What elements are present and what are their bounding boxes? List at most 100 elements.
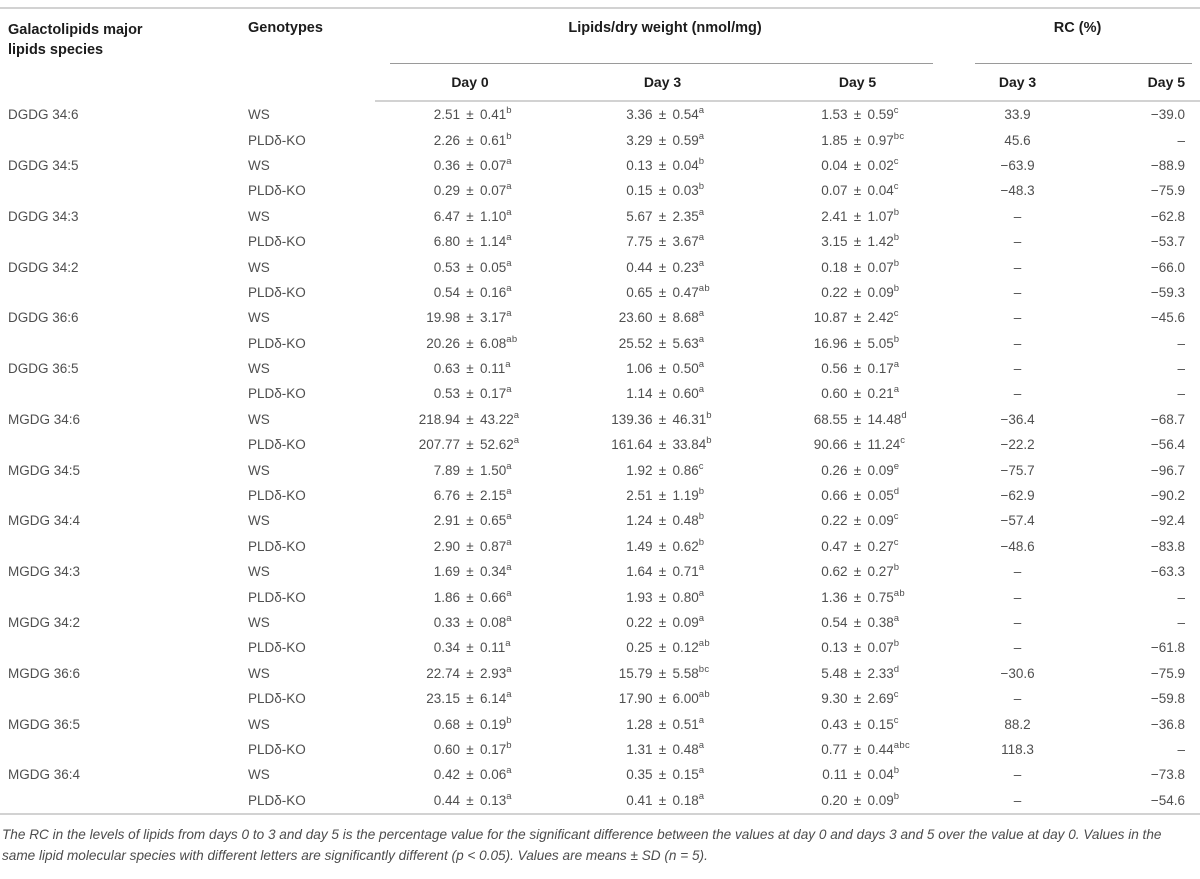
table-row: PLDδ-KO 0.60 ±0.17b 1.31 ±0.48a 0.77 ±0.44a… (0, 737, 1200, 762)
species-cell (0, 483, 240, 508)
genotype-cell: PLDδ-KO (248, 183, 306, 199)
significance-letter: a (505, 359, 511, 371)
sd-value: 0.80a (672, 587, 705, 605)
measurement: 0.65 ±0.47ab (597, 284, 729, 300)
day-header-row: Day 0 Day 3 Day 5 Day 3 Day 5 (0, 64, 1200, 102)
rc-day5-cell: −59.8 (1150, 691, 1186, 707)
mean-value: 0.25 (626, 640, 653, 656)
lipid-day5-cell: 0.47 ±0.27c (760, 534, 955, 559)
significance-letter: a (506, 587, 512, 599)
genotype-cell: WS (248, 411, 270, 427)
measurement: 5.67 ±2.35a (597, 206, 729, 224)
significance-letter: a (506, 689, 512, 701)
genotype-cell: PLDδ-KO (248, 234, 306, 250)
measurement: 1.36 ±0.75ab (792, 588, 924, 605)
rc-day3-cell: −48.3 (1000, 183, 1035, 199)
plus-minus-sign: ± (466, 259, 474, 275)
significance-letter: c (893, 308, 899, 320)
sd-value: 0.15a (672, 765, 705, 783)
mean-value: 3.15 (821, 234, 848, 250)
plus-minus-sign: ± (658, 335, 667, 351)
plus-minus-sign: ± (658, 488, 667, 504)
significance-letter: b (893, 257, 900, 269)
table-row: PLDδ-KO 207.77 ±52.62a 161.64 ±33.84b 90.6… (0, 432, 1200, 457)
measurement: 0.44 ±0.13a (404, 790, 536, 808)
mean-value: 0.22 (821, 513, 848, 529)
significance-letter: a (506, 663, 512, 675)
sd-value: 0.17a (480, 384, 512, 402)
plus-minus-sign: ± (466, 157, 474, 173)
sd-value: 0.27b (867, 562, 900, 580)
table-row: MGDG 36:6 WS 22.74 ±2.93a 15.79 ±5.58bc 5.… (0, 661, 1200, 686)
sd-value: 0.02c (867, 155, 899, 173)
sd-value: 0.09e (867, 460, 900, 478)
sd-value: 0.09c (867, 511, 899, 529)
mean-value: 7.75 (626, 234, 653, 250)
measurement: 16.96 ±5.05b (792, 334, 924, 350)
plus-minus-sign: ± (466, 564, 474, 580)
lipid-day5-cell: 0.07 ±0.04c (760, 178, 955, 203)
lipid-day5-cell: 68.55 ±14.48d (760, 407, 955, 432)
measurement: 0.43 ±0.15c (792, 715, 924, 731)
lipid-day0-cell: 1.69 ±0.34a (375, 559, 565, 584)
plus-minus-sign: ± (658, 767, 667, 783)
significance-letter: a (698, 206, 705, 218)
measurement: 0.22 ±0.09c (792, 511, 924, 529)
mean-value: 0.68 (433, 716, 460, 732)
significance-letter: a (506, 232, 512, 244)
plus-minus-sign: ± (658, 284, 667, 300)
rc-day5-cell: – (1177, 741, 1186, 757)
genotype-cell: PLDδ-KO (248, 640, 306, 656)
plus-minus-sign: ± (466, 615, 474, 630)
table-row: DGDG 36:6 WS 19.98 ±3.17a 23.60 ±8.68a 10.… (0, 305, 1200, 330)
lipid-day0-cell: 0.42 ±0.06a (375, 762, 565, 787)
significance-letter: a (698, 765, 705, 777)
mean-value: 0.26 (821, 462, 848, 478)
plus-minus-sign: ± (853, 208, 862, 224)
genotypes-column-header: Genotypes (248, 20, 323, 36)
plus-minus-sign: ± (853, 589, 862, 605)
plus-minus-sign: ± (853, 741, 862, 757)
plus-minus-sign: ± (658, 513, 667, 529)
lipid-day5-cell: 0.77 ±0.44abc (760, 737, 955, 762)
measurement: 0.20 ±0.09b (792, 791, 924, 807)
lipid-day5-cell: 0.13 ±0.07b (760, 635, 955, 660)
species-cell (0, 280, 240, 305)
table-row: MGDG 36:4 WS 0.42 ±0.06a 0.35 ±0.15a 0.11 ±… (0, 762, 1200, 787)
species-cell: DGDG 36:6 (8, 310, 79, 326)
lipid-day3-cell: 0.25 ±0.12ab (565, 635, 760, 660)
mean-value: 0.47 (821, 538, 848, 554)
measurement: 2.51 ±1.19b (597, 487, 729, 504)
genotype-cell: WS (248, 513, 270, 529)
species-header-line2: lipids species (8, 42, 104, 59)
significance-letter: bc (698, 663, 710, 675)
measurement: 0.15 ±0.03b (597, 182, 729, 198)
lipid-day3-cell: 161.64 ±33.84b (565, 432, 760, 457)
lipid-day5-cell: 0.54 ±0.38a (760, 610, 955, 635)
measurement: 0.54 ±0.16a (404, 284, 536, 300)
lipid-day5-cell: 1.85 ±0.97bc (760, 127, 955, 152)
sd-value: 8.68a (672, 308, 705, 326)
measurement: 22.74 ±2.93a (404, 663, 536, 681)
species-cell: MGDG 36:6 (8, 665, 81, 681)
plus-minus-sign: ± (466, 411, 474, 427)
lipid-day3-cell: 0.65 ±0.47ab (565, 280, 760, 305)
table-row: PLDδ-KO 1.86 ±0.66a 1.93 ±0.80a 1.36 ±0.75a… (0, 584, 1200, 609)
measurement: 218.94 ±43.22a (404, 411, 536, 427)
plus-minus-sign: ± (658, 107, 667, 123)
measurement: 0.68 ±0.19b (404, 715, 536, 732)
measurement: 2.90 ±0.87a (404, 538, 536, 554)
rc-day3-cell: −62.9 (1000, 488, 1035, 504)
lipid-day5-cell: 0.22 ±0.09c (760, 508, 955, 533)
table-row: DGDG 34:6 WS 2.51 ±0.41b 3.36 ±0.54a 1.53 ±… (0, 101, 1200, 127)
rc-day5-cell: −53.7 (1150, 234, 1186, 250)
genotype-cell: PLDδ-KO (248, 437, 306, 453)
lipid-day0-cell: 0.29 ±0.07a (375, 178, 565, 203)
sd-value: 0.54a (672, 105, 705, 123)
sd-value: 0.13a (480, 790, 512, 808)
mean-value: 25.52 (618, 335, 653, 351)
significance-letter: a (505, 638, 511, 650)
table-header: Galactolipids major lipids species Genot… (0, 8, 1200, 102)
lipid-day3-cell: 0.35 ±0.15a (565, 762, 760, 787)
mean-value: 22.74 (426, 665, 460, 681)
